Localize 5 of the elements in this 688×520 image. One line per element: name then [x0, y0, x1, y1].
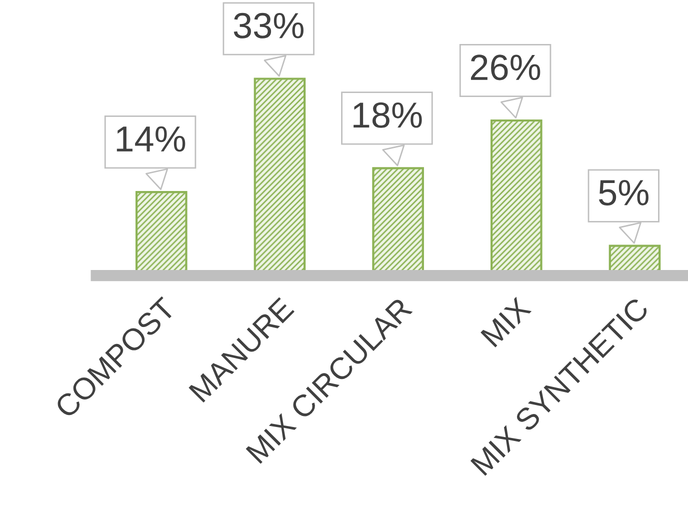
data-label: 18% [354, 102, 422, 128]
data-label: 5% [598, 180, 648, 206]
data-label: 14% [116, 126, 186, 152]
data-label: 26% [470, 54, 540, 80]
data-label: 33% [234, 12, 304, 38]
